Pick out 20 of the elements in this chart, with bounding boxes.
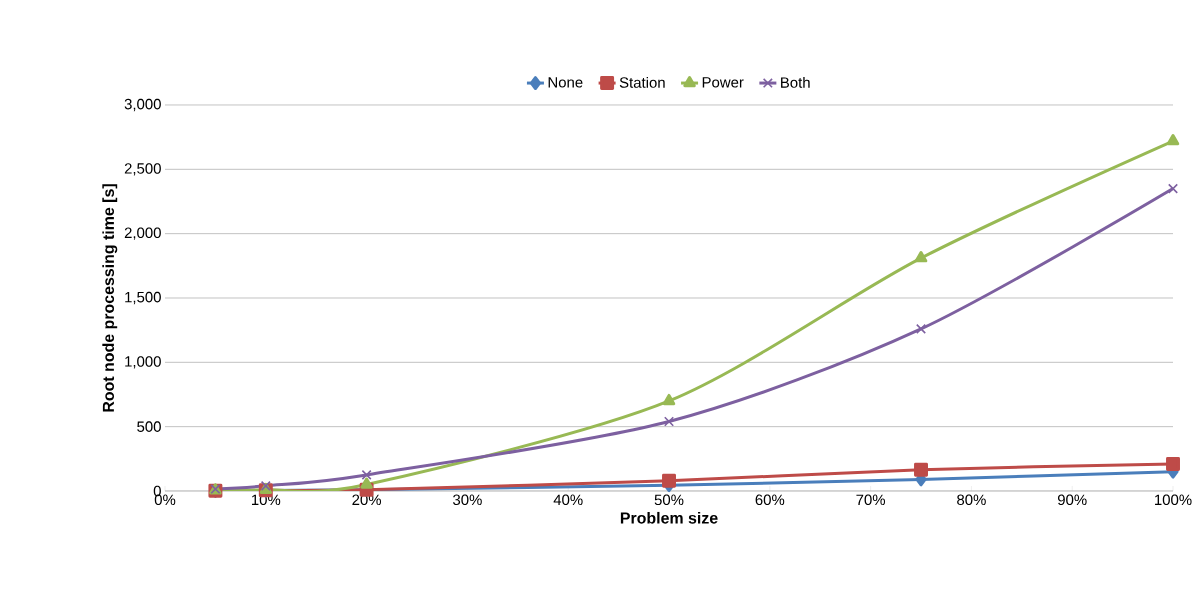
- y-tick-label: 2,000: [124, 227, 161, 240]
- x-tick-label: 80%: [957, 494, 986, 506]
- legend-label: Station: [619, 76, 665, 88]
- x-tick-label: 90%: [1057, 494, 1087, 506]
- y-tick-label: 3,000: [124, 98, 161, 112]
- y-tick-label: 500: [137, 421, 161, 432]
- x-tick-label: 50%: [654, 494, 684, 506]
- x-tick-label: 30%: [453, 494, 482, 506]
- y-tick-label: 2,500: [124, 163, 161, 176]
- x-tick-label: 70%: [856, 494, 886, 506]
- y-tick-label: 1,000: [125, 356, 161, 369]
- y-axis-title: Root node processing time [s]: [102, 184, 118, 412]
- y-tick-label: 1,500: [125, 291, 161, 305]
- legend-label: Power: [702, 77, 744, 88]
- x-tick-label: 100%: [1155, 494, 1192, 506]
- legend-label: None: [548, 77, 583, 88]
- legend-label: Both: [781, 76, 810, 88]
- x-tick-label: 60%: [755, 494, 785, 506]
- x-axis-title: Problem size: [620, 511, 718, 524]
- x-tick-label: 40%: [553, 494, 583, 506]
